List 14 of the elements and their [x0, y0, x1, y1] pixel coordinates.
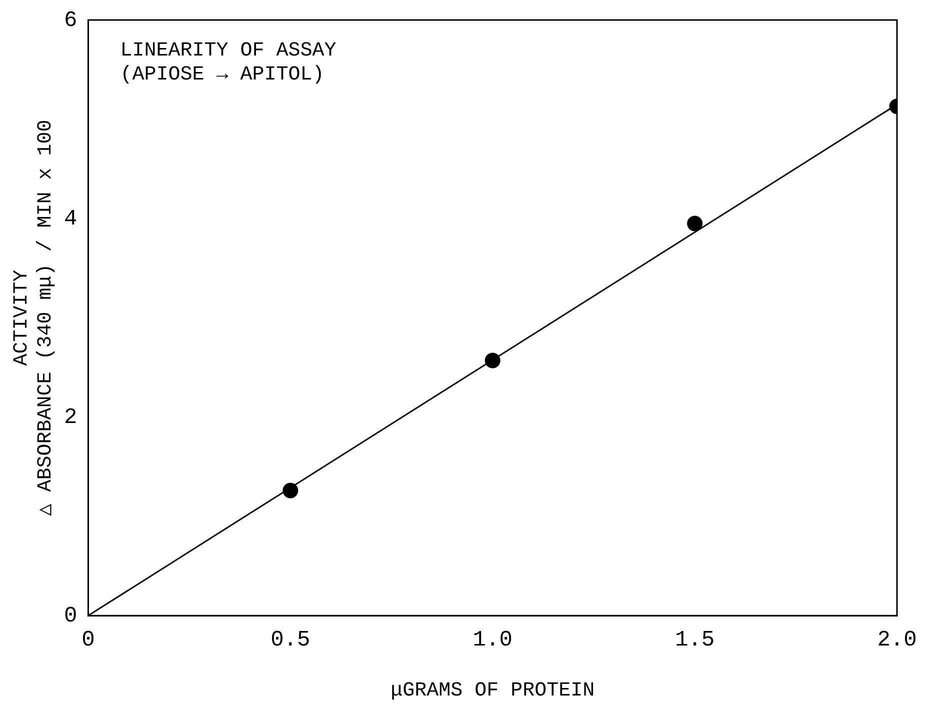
point — [282, 482, 298, 498]
y-tick-label: 4 — [64, 206, 78, 232]
y-axis-title: ACTIVITY △ ABSORBANCE (340 mμ) / MIN x 100 — [10, 120, 58, 516]
x-tick-label: 1.5 — [674, 628, 715, 653]
y-tick-label: 6 — [64, 8, 78, 33]
x-tick-label: 1.0 — [472, 628, 512, 653]
x-tick-label: 0 — [82, 628, 95, 653]
y-tick-label: 2 — [64, 404, 78, 430]
x-axis-title: μGRAMS OF PROTEIN — [390, 679, 595, 702]
x-tick-label: 2.0 — [877, 628, 917, 653]
y-tick-label: 0 — [64, 603, 78, 628]
x-tick-label: 0.5 — [270, 628, 310, 653]
annotation: LINEARITY OF ASSAY (APIOSE → APITOL) — [120, 39, 336, 86]
point — [484, 352, 500, 368]
